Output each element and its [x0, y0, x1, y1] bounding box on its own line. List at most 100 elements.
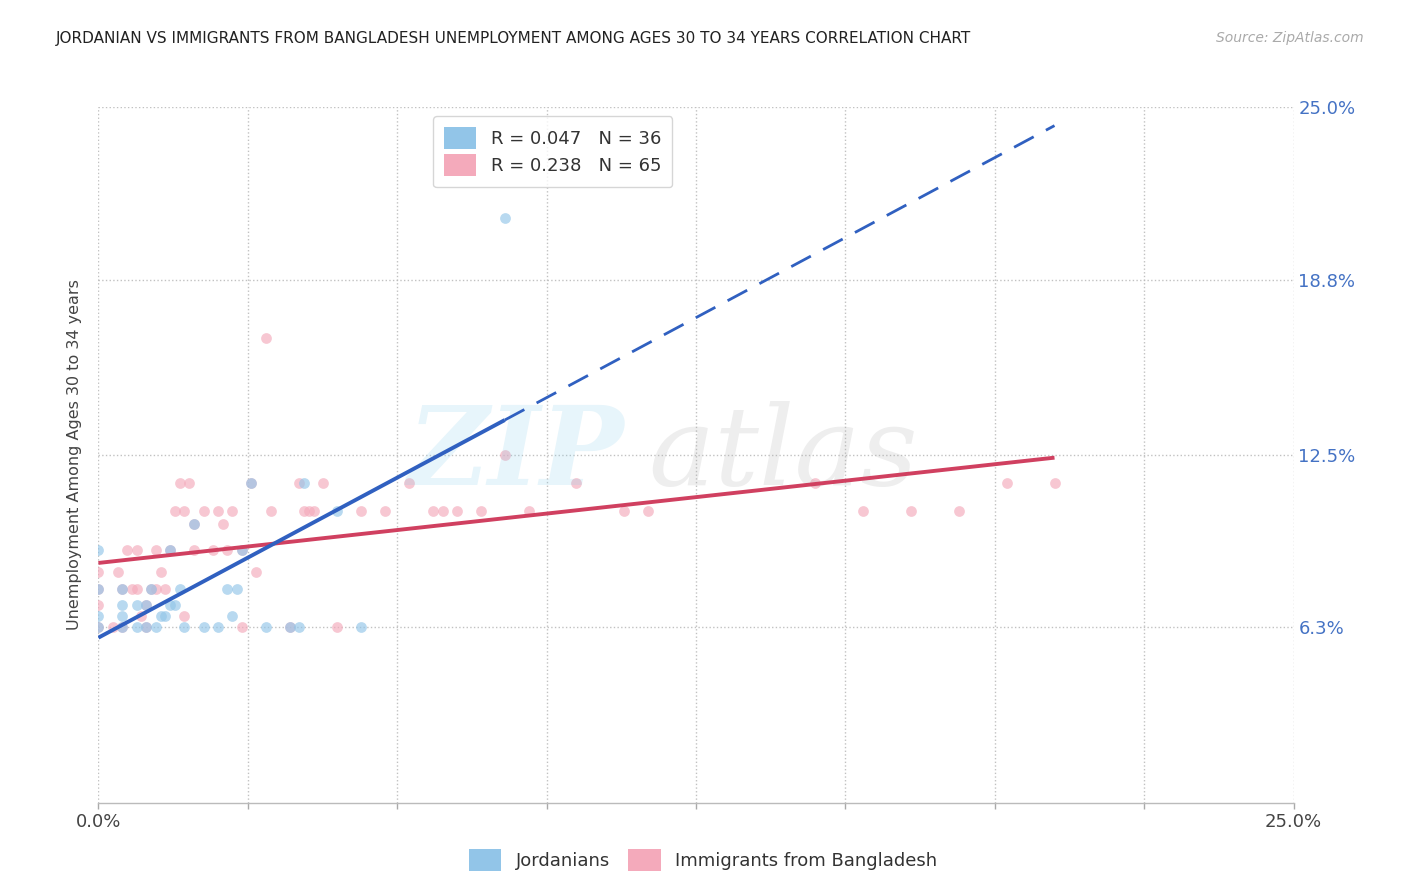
Point — [183, 517, 205, 532]
Point — [111, 609, 134, 624]
Point — [135, 598, 157, 612]
Point — [278, 620, 301, 634]
Point — [254, 620, 277, 634]
Point — [111, 620, 134, 634]
Point — [637, 503, 659, 517]
Point — [111, 620, 134, 634]
Legend: Jordanians, Immigrants from Bangladesh: Jordanians, Immigrants from Bangladesh — [461, 842, 945, 879]
Point — [193, 503, 215, 517]
Point — [139, 582, 162, 596]
Point — [446, 503, 468, 517]
Point — [217, 542, 239, 557]
Point — [145, 620, 167, 634]
Point — [125, 620, 148, 634]
Point — [179, 475, 201, 490]
Point — [288, 620, 311, 634]
Point — [240, 475, 263, 490]
Point — [135, 620, 157, 634]
Point — [350, 503, 373, 517]
Point — [159, 598, 181, 612]
Point — [135, 620, 157, 634]
Point — [231, 542, 253, 557]
Point — [173, 609, 195, 624]
Point — [87, 598, 110, 612]
Point — [107, 565, 129, 579]
Point — [159, 542, 181, 557]
Point — [217, 582, 239, 596]
Point — [226, 582, 249, 596]
Point — [221, 609, 243, 624]
Point — [231, 620, 253, 634]
Point — [948, 503, 970, 517]
Point — [87, 542, 110, 557]
Point — [202, 542, 225, 557]
Point — [422, 503, 444, 517]
Text: ZIP: ZIP — [408, 401, 624, 508]
Point — [240, 475, 263, 490]
Point — [173, 620, 195, 634]
Point — [245, 565, 267, 579]
Point — [87, 609, 110, 624]
Point — [302, 503, 325, 517]
Point — [221, 503, 243, 517]
Point — [278, 620, 301, 634]
Point — [292, 475, 315, 490]
Point — [163, 598, 186, 612]
Point — [111, 582, 134, 596]
Point — [87, 582, 110, 596]
Text: Source: ZipAtlas.com: Source: ZipAtlas.com — [1216, 31, 1364, 45]
Point — [494, 448, 516, 462]
Point — [87, 620, 110, 634]
Point — [312, 475, 335, 490]
Point — [326, 503, 349, 517]
Point — [517, 503, 540, 517]
Point — [193, 620, 215, 634]
Point — [565, 475, 588, 490]
Point — [139, 582, 162, 596]
Point — [900, 503, 922, 517]
Point — [292, 503, 315, 517]
Point — [155, 582, 177, 596]
Point — [259, 503, 281, 517]
Point — [87, 582, 110, 596]
Point — [398, 475, 420, 490]
Point — [852, 503, 875, 517]
Point — [613, 503, 636, 517]
Point — [804, 475, 827, 490]
Point — [111, 598, 134, 612]
Point — [183, 517, 205, 532]
Point — [298, 503, 321, 517]
Point — [173, 503, 195, 517]
Point — [149, 609, 172, 624]
Point — [470, 503, 492, 517]
Point — [183, 542, 205, 557]
Point — [995, 475, 1018, 490]
Point — [101, 620, 124, 634]
Point — [254, 331, 277, 345]
Point — [169, 582, 191, 596]
Point — [145, 542, 167, 557]
Point — [494, 211, 516, 226]
Point — [145, 582, 167, 596]
Point — [374, 503, 396, 517]
Point — [87, 620, 110, 634]
Point — [125, 542, 148, 557]
Point — [131, 609, 153, 624]
Point — [149, 565, 172, 579]
Point — [87, 565, 110, 579]
Point — [135, 598, 157, 612]
Point — [115, 542, 138, 557]
Point — [211, 517, 233, 532]
Point — [231, 542, 253, 557]
Point — [169, 475, 191, 490]
Point — [125, 598, 148, 612]
Point — [326, 620, 349, 634]
Point — [350, 620, 373, 634]
Point — [207, 503, 229, 517]
Y-axis label: Unemployment Among Ages 30 to 34 years: Unemployment Among Ages 30 to 34 years — [67, 279, 83, 631]
Point — [121, 582, 143, 596]
Text: atlas: atlas — [648, 401, 918, 508]
Point — [432, 503, 454, 517]
Point — [111, 582, 134, 596]
Point — [1043, 475, 1066, 490]
